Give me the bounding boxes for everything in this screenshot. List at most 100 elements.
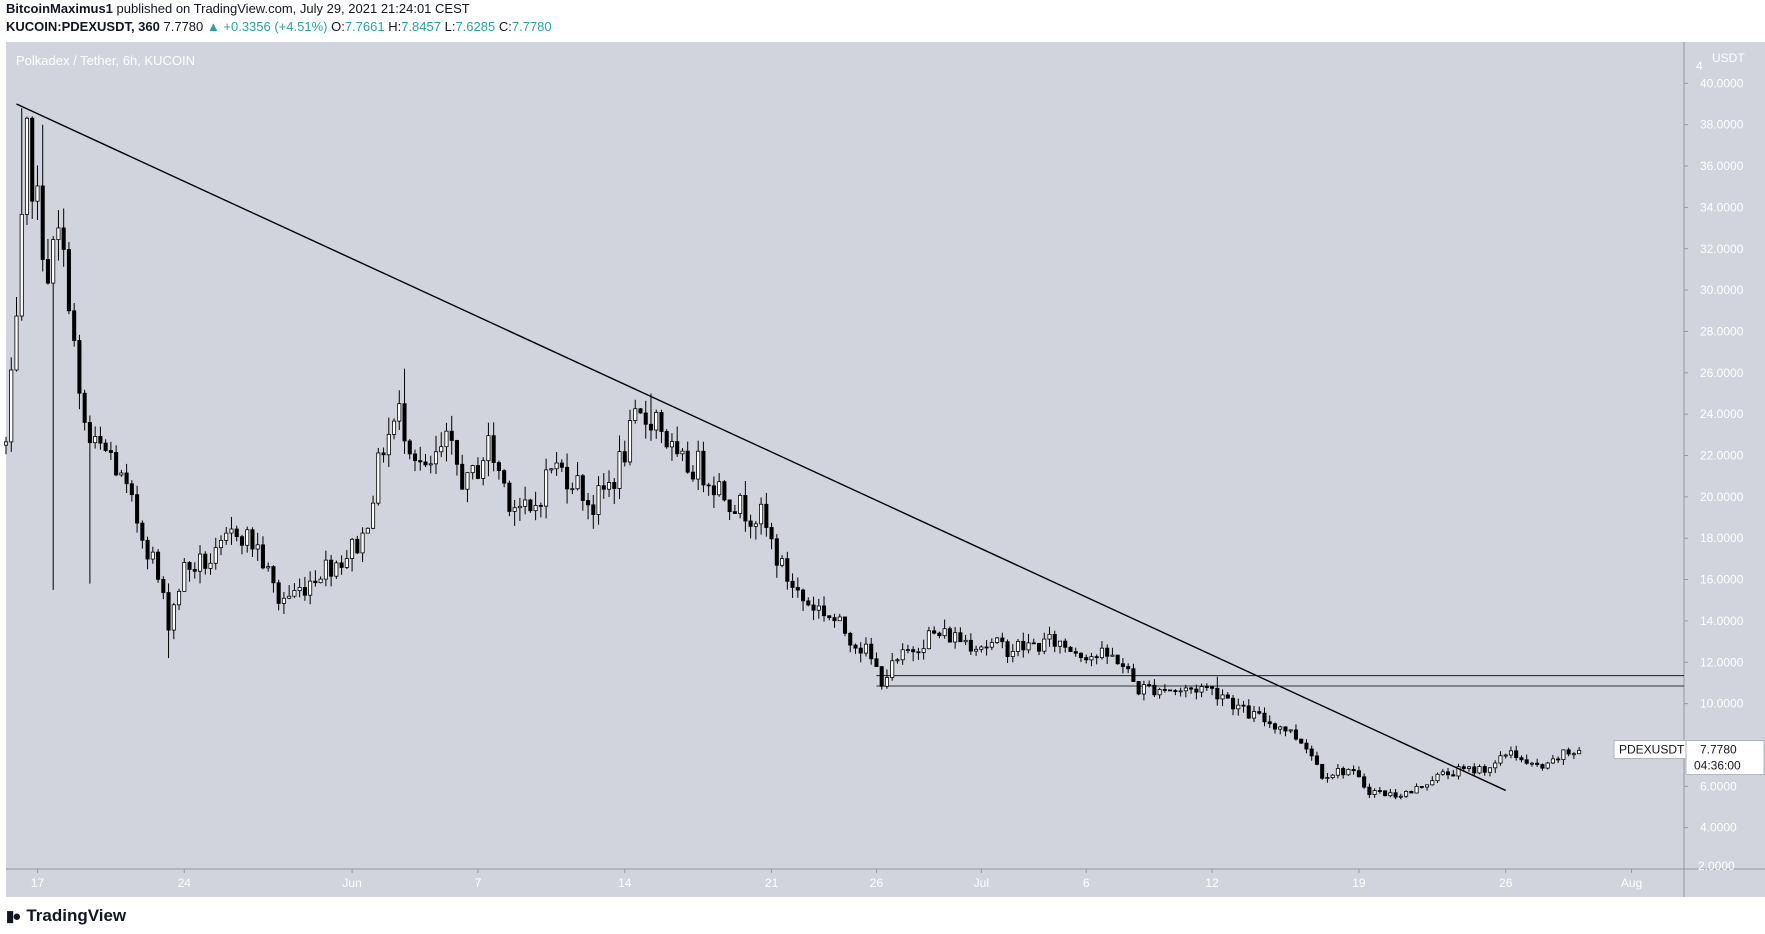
candle-body <box>1409 791 1414 794</box>
candle-body <box>732 511 737 514</box>
candle-body <box>1099 647 1104 659</box>
candle-body <box>570 488 575 491</box>
time-axis-ticks: 17 24 Jun 7 14 21 26 Jul 6 12 19 26 Aug <box>31 869 1642 890</box>
price-tick-label: 26.0000 <box>1700 366 1744 380</box>
candle-body <box>764 503 769 528</box>
candle-body <box>974 648 979 652</box>
candle-body <box>93 436 98 444</box>
candle-body <box>926 630 931 650</box>
candle-body <box>360 532 365 554</box>
candle-body <box>87 422 92 444</box>
candle-body <box>690 471 695 480</box>
candle-body <box>1556 758 1561 761</box>
candle-body <box>1362 776 1367 788</box>
candle-body <box>145 539 150 560</box>
candle-body <box>512 507 517 512</box>
candle-body <box>790 580 795 588</box>
descending-trendline <box>16 103 1507 792</box>
candle-body <box>1178 690 1183 693</box>
candle-body <box>544 469 549 507</box>
candle-body <box>627 420 633 463</box>
candle-body <box>596 485 601 515</box>
candle-body <box>1293 729 1298 740</box>
publisher-name[interactable]: BitcoinMaximus1 <box>6 1 113 16</box>
price-tick-label: 18.0000 <box>1700 531 1744 545</box>
candle-body <box>937 632 942 637</box>
candle-body <box>470 465 475 474</box>
candle-body <box>1147 684 1152 686</box>
candle-body <box>769 527 774 540</box>
candle-body <box>439 446 444 453</box>
candle-body <box>507 482 512 512</box>
candle-body <box>680 450 685 455</box>
candle-body <box>192 569 197 572</box>
candle-body <box>1524 759 1529 764</box>
candle-body <box>863 643 869 654</box>
candle-body <box>365 527 370 534</box>
candle-body <box>801 589 806 602</box>
price-tag-symbol: PDEXUSDT <box>1619 743 1685 757</box>
candle-body <box>586 500 591 506</box>
candle-body <box>811 604 816 611</box>
candle-body <box>1472 766 1477 774</box>
candle-body <box>1126 666 1131 670</box>
price-axis[interactable] <box>1684 42 1765 869</box>
candle-body <box>203 553 208 569</box>
price-tick-label: 4.0000 <box>1700 821 1737 835</box>
candle-body <box>386 433 391 456</box>
candle-body <box>213 547 218 564</box>
candle-body <box>853 644 858 649</box>
candle-body <box>1194 688 1199 693</box>
candle-body <box>1241 704 1246 707</box>
candle-body <box>1115 654 1120 665</box>
candle-body <box>323 559 328 580</box>
candle-body <box>229 528 234 534</box>
plot-area[interactable] <box>6 42 1684 869</box>
candle-body <box>449 430 454 441</box>
candle-body <box>1529 762 1534 765</box>
candle-body <box>816 605 821 611</box>
candle-body <box>428 463 433 466</box>
candle-body <box>1367 786 1372 795</box>
candle-body <box>1351 768 1356 772</box>
candle-body <box>1508 750 1513 756</box>
candle-body <box>1477 766 1482 774</box>
candle-body <box>1561 749 1566 760</box>
candle-body <box>292 590 297 597</box>
candle-body <box>911 649 916 653</box>
time-tick-label: Jul <box>974 876 989 890</box>
candle-body <box>842 616 848 634</box>
candle-body <box>124 472 129 485</box>
candle-body <box>984 646 989 649</box>
candle-body <box>580 475 585 501</box>
price-tick-label: 16.0000 <box>1700 573 1744 587</box>
candle-body <box>1005 641 1010 657</box>
candle-body <box>874 658 879 667</box>
time-tick-label: 19 <box>1352 876 1366 890</box>
candle-body <box>638 408 643 414</box>
candle-body <box>706 484 711 487</box>
time-tick-label: 26 <box>870 876 884 890</box>
candle-body <box>1404 791 1409 797</box>
tradingview-logo[interactable]: ▮● TradingView <box>6 906 126 926</box>
candle-body <box>444 430 449 448</box>
candle-body <box>197 553 203 572</box>
time-axis[interactable] <box>6 869 1765 897</box>
candle-body <box>963 639 968 643</box>
candle-body <box>701 450 706 486</box>
price-tick-label: 10.0000 <box>1700 697 1744 711</box>
price-axis-unit: USDT <box>1712 51 1745 65</box>
candle-body <box>276 582 281 604</box>
candle-body <box>1057 640 1063 647</box>
tradingview-logo-icon: ▮● <box>6 908 21 925</box>
candle-body <box>979 646 984 650</box>
candle-body <box>554 462 559 470</box>
candle-body <box>958 632 963 643</box>
candle-body <box>1236 704 1241 710</box>
candle-body <box>1110 654 1115 657</box>
publisher-line: BitcoinMaximus1 published on TradingView… <box>6 0 470 18</box>
price-tick-label: 20.0000 <box>1700 490 1744 504</box>
candle-body <box>1456 766 1461 777</box>
candle-body <box>1183 687 1188 692</box>
